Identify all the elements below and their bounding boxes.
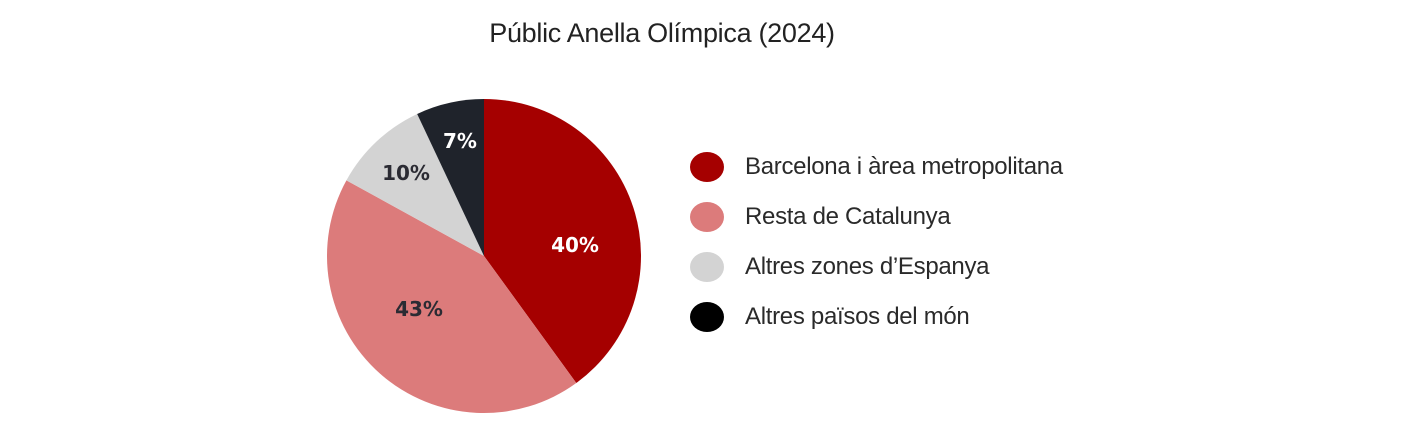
legend: Barcelona i àrea metropolitana Resta de … bbox=[690, 142, 1063, 342]
pie-slice-altres-paisos bbox=[417, 99, 484, 256]
pie-slice-barcelona bbox=[484, 99, 641, 384]
legend-item-barcelona: Barcelona i àrea metropolitana bbox=[690, 142, 1063, 192]
legend-label: Altres zones d’Espanya bbox=[745, 253, 990, 280]
slice-label-altres-paisos: 7% bbox=[443, 129, 477, 153]
legend-swatch-icon bbox=[690, 152, 724, 182]
legend-label: Barcelona i àrea metropolitana bbox=[745, 153, 1063, 180]
pie-slice-resta-catalunya bbox=[327, 180, 577, 413]
legend-item-altres-espanya: Altres zones d’Espanya bbox=[690, 242, 1063, 292]
legend-swatch-icon bbox=[690, 302, 724, 332]
slice-label-altres-espanya: 10% bbox=[382, 161, 430, 185]
legend-label: Resta de Catalunya bbox=[745, 203, 951, 230]
legend-label: Altres països del món bbox=[745, 303, 970, 330]
slice-label-resta-catalunya: 43% bbox=[395, 297, 443, 321]
legend-item-altres-paisos: Altres països del món bbox=[690, 292, 1063, 342]
legend-swatch-icon bbox=[690, 252, 724, 282]
pie-slices bbox=[327, 99, 641, 413]
pie-slice-labels: 40% 43% 10% 7% bbox=[382, 129, 599, 321]
chart-title: Públic Anella Olímpica (2024) bbox=[489, 18, 835, 48]
legend-item-resta-catalunya: Resta de Catalunya bbox=[690, 192, 1063, 242]
slice-label-barcelona: 40% bbox=[551, 233, 599, 257]
legend-swatch-icon bbox=[690, 202, 724, 232]
pie-slice-altres-espanya bbox=[346, 113, 484, 256]
